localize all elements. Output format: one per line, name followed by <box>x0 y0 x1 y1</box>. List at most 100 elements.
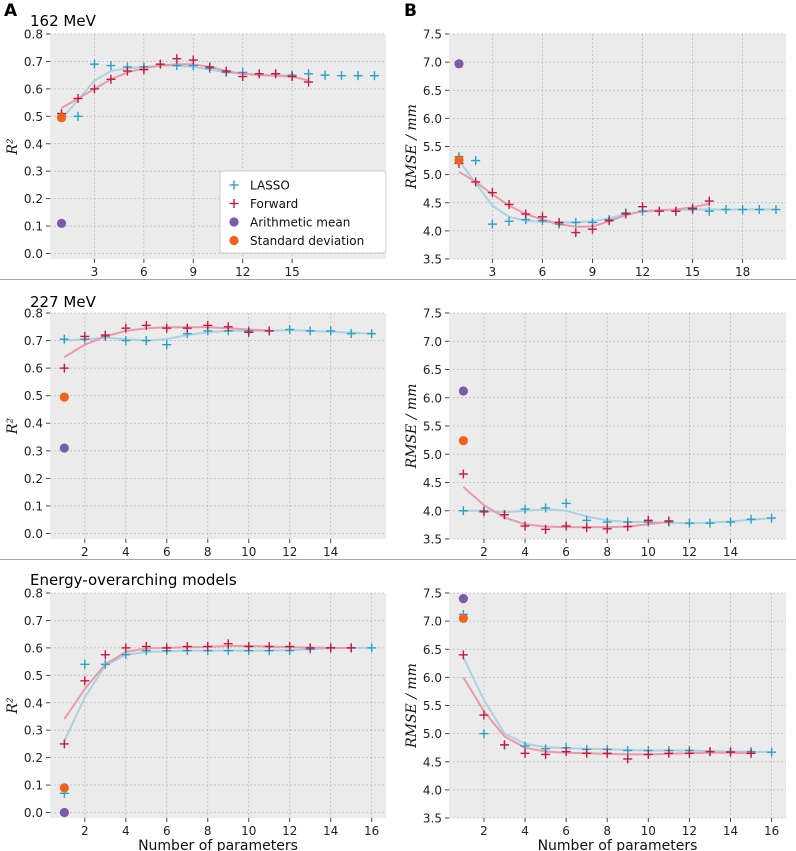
data-point-forward <box>520 748 530 758</box>
data-point-forward <box>602 524 612 534</box>
y-tick-label: 4.0 <box>423 504 442 518</box>
y-tick-label: 0.7 <box>24 334 43 348</box>
data-point-forward <box>521 209 531 219</box>
legend-marker-dot <box>229 217 239 227</box>
data-point-forward <box>238 72 248 82</box>
data-point-forward <box>561 521 571 531</box>
y-tick-label: 4.5 <box>423 196 442 210</box>
row-separator-2 <box>0 559 796 560</box>
data-point-forward <box>643 515 653 525</box>
x-tick-label: 2 <box>81 545 89 559</box>
arithmetic-mean-point <box>56 218 67 228</box>
chart-A1: 0.0 0.1 0.2 0.3 0.4 0.5 0.6 0.7 0.8 3 6 9 12 15 R² LASS… <box>5 28 387 279</box>
y-tick-label: 0.2 <box>24 192 43 206</box>
trend-line-lasso <box>64 329 372 342</box>
legend-marker-dot <box>229 235 239 246</box>
x-tick-label: 12 <box>635 265 650 279</box>
data-point-lasso <box>367 329 377 339</box>
x-axis-label: Number of parameters <box>138 838 298 851</box>
data-point-lasso <box>471 156 481 166</box>
row-separator-1 <box>0 279 796 280</box>
data-point-lasso <box>162 340 172 350</box>
data-point-forward <box>587 224 597 234</box>
y-axis-label: RMSE / mm <box>404 104 420 190</box>
y-tick-label: 7.0 <box>423 56 442 70</box>
data-point-forward <box>106 74 116 84</box>
data-point-forward <box>121 643 131 653</box>
x-tick-label: 9 <box>589 265 597 279</box>
x-tick-label: 10 <box>241 545 256 559</box>
data-point-forward <box>537 212 547 222</box>
x-tick-label: 3 <box>91 265 99 279</box>
data-point-forward <box>458 650 468 660</box>
y-tick-label: 0.5 <box>24 669 43 683</box>
data-point-lasso <box>353 71 363 81</box>
data-point-forward <box>80 331 90 341</box>
data-point-lasso <box>367 643 377 653</box>
data-point-lasso <box>504 216 514 226</box>
y-tick-label: 0.6 <box>24 641 43 655</box>
trend-line-forward <box>458 170 710 228</box>
y-tick-label: 6.5 <box>423 84 442 98</box>
x-tick-label: 8 <box>204 824 212 838</box>
y-tick-label: 0.3 <box>24 165 43 179</box>
y-tick-label: 5.5 <box>423 699 442 713</box>
x-tick-label: 18 <box>735 265 750 279</box>
data-point-forward <box>182 323 192 333</box>
y-axis-label: R² <box>5 138 21 156</box>
data-point-lasso <box>369 71 379 81</box>
data-point-lasso <box>106 61 116 71</box>
y-tick-label: 6.0 <box>423 671 442 685</box>
data-point-lasso <box>141 336 151 346</box>
data-point-forward <box>541 749 551 759</box>
standard-deviation-point <box>59 783 69 793</box>
y-tick-label: 0.2 <box>24 751 43 765</box>
data-point-forward <box>203 642 213 652</box>
plot-area <box>50 313 386 539</box>
y-tick-label: 6.5 <box>423 363 442 377</box>
data-point-lasso <box>487 219 497 229</box>
data-point-forward <box>671 206 681 216</box>
arithmetic-mean-point <box>59 807 69 818</box>
y-tick-label: 7.5 <box>423 307 442 321</box>
y-tick-label: 5.5 <box>423 420 442 434</box>
data-point-lasso <box>346 329 356 339</box>
data-point-forward <box>182 642 192 652</box>
y-tick-label: 0.7 <box>24 55 43 69</box>
legend-label: LASSO <box>250 179 290 193</box>
data-point-forward <box>541 524 551 534</box>
y-tick-label: 5.0 <box>423 168 442 182</box>
chart-B3: 3.5 4.0 4.5 5.0 5.5 6.0 6.5 7.0 7.5 2 4 6 8 10 12 14 16 R… <box>404 587 786 851</box>
data-point-lasso <box>305 326 315 336</box>
chart-A3: 0.0 0.1 0.2 0.3 0.4 0.5 0.6 0.7 0.8 2 4 6 8 10 12 14 16 R… <box>5 587 386 851</box>
data-point-lasso <box>121 336 131 346</box>
data-point-forward <box>704 196 714 206</box>
y-tick-label: 0.1 <box>24 499 43 513</box>
data-point-forward <box>80 676 90 686</box>
data-point-forward <box>561 747 571 757</box>
data-point-forward <box>571 228 581 238</box>
x-tick-label: 4 <box>122 824 130 838</box>
x-tick-label: 8 <box>603 545 611 559</box>
trend-line-lasso <box>63 646 372 742</box>
data-point-forward <box>73 93 83 103</box>
y-tick-label: 0.1 <box>24 779 43 793</box>
data-point-forward <box>638 202 648 212</box>
y-tick-label: 4.0 <box>423 783 442 797</box>
y-tick-label: 0.3 <box>24 724 43 738</box>
y-axis-label: RMSE / mm <box>404 384 420 470</box>
legend-label: Arithmetic mean <box>250 216 350 230</box>
data-point-forward <box>643 749 653 759</box>
data-point-forward <box>746 748 756 758</box>
y-tick-label: 0.5 <box>24 110 43 124</box>
data-point-lasso <box>754 205 764 214</box>
data-point-lasso <box>623 746 633 755</box>
legend-label: Forward <box>250 197 298 211</box>
data-point-forward <box>59 363 69 373</box>
data-point-forward <box>141 320 151 330</box>
y-tick-label: 0.4 <box>24 417 43 431</box>
data-point-forward <box>602 748 612 758</box>
standard-deviation-point <box>458 436 468 446</box>
data-point-forward <box>664 516 674 526</box>
data-point-forward <box>254 69 264 79</box>
